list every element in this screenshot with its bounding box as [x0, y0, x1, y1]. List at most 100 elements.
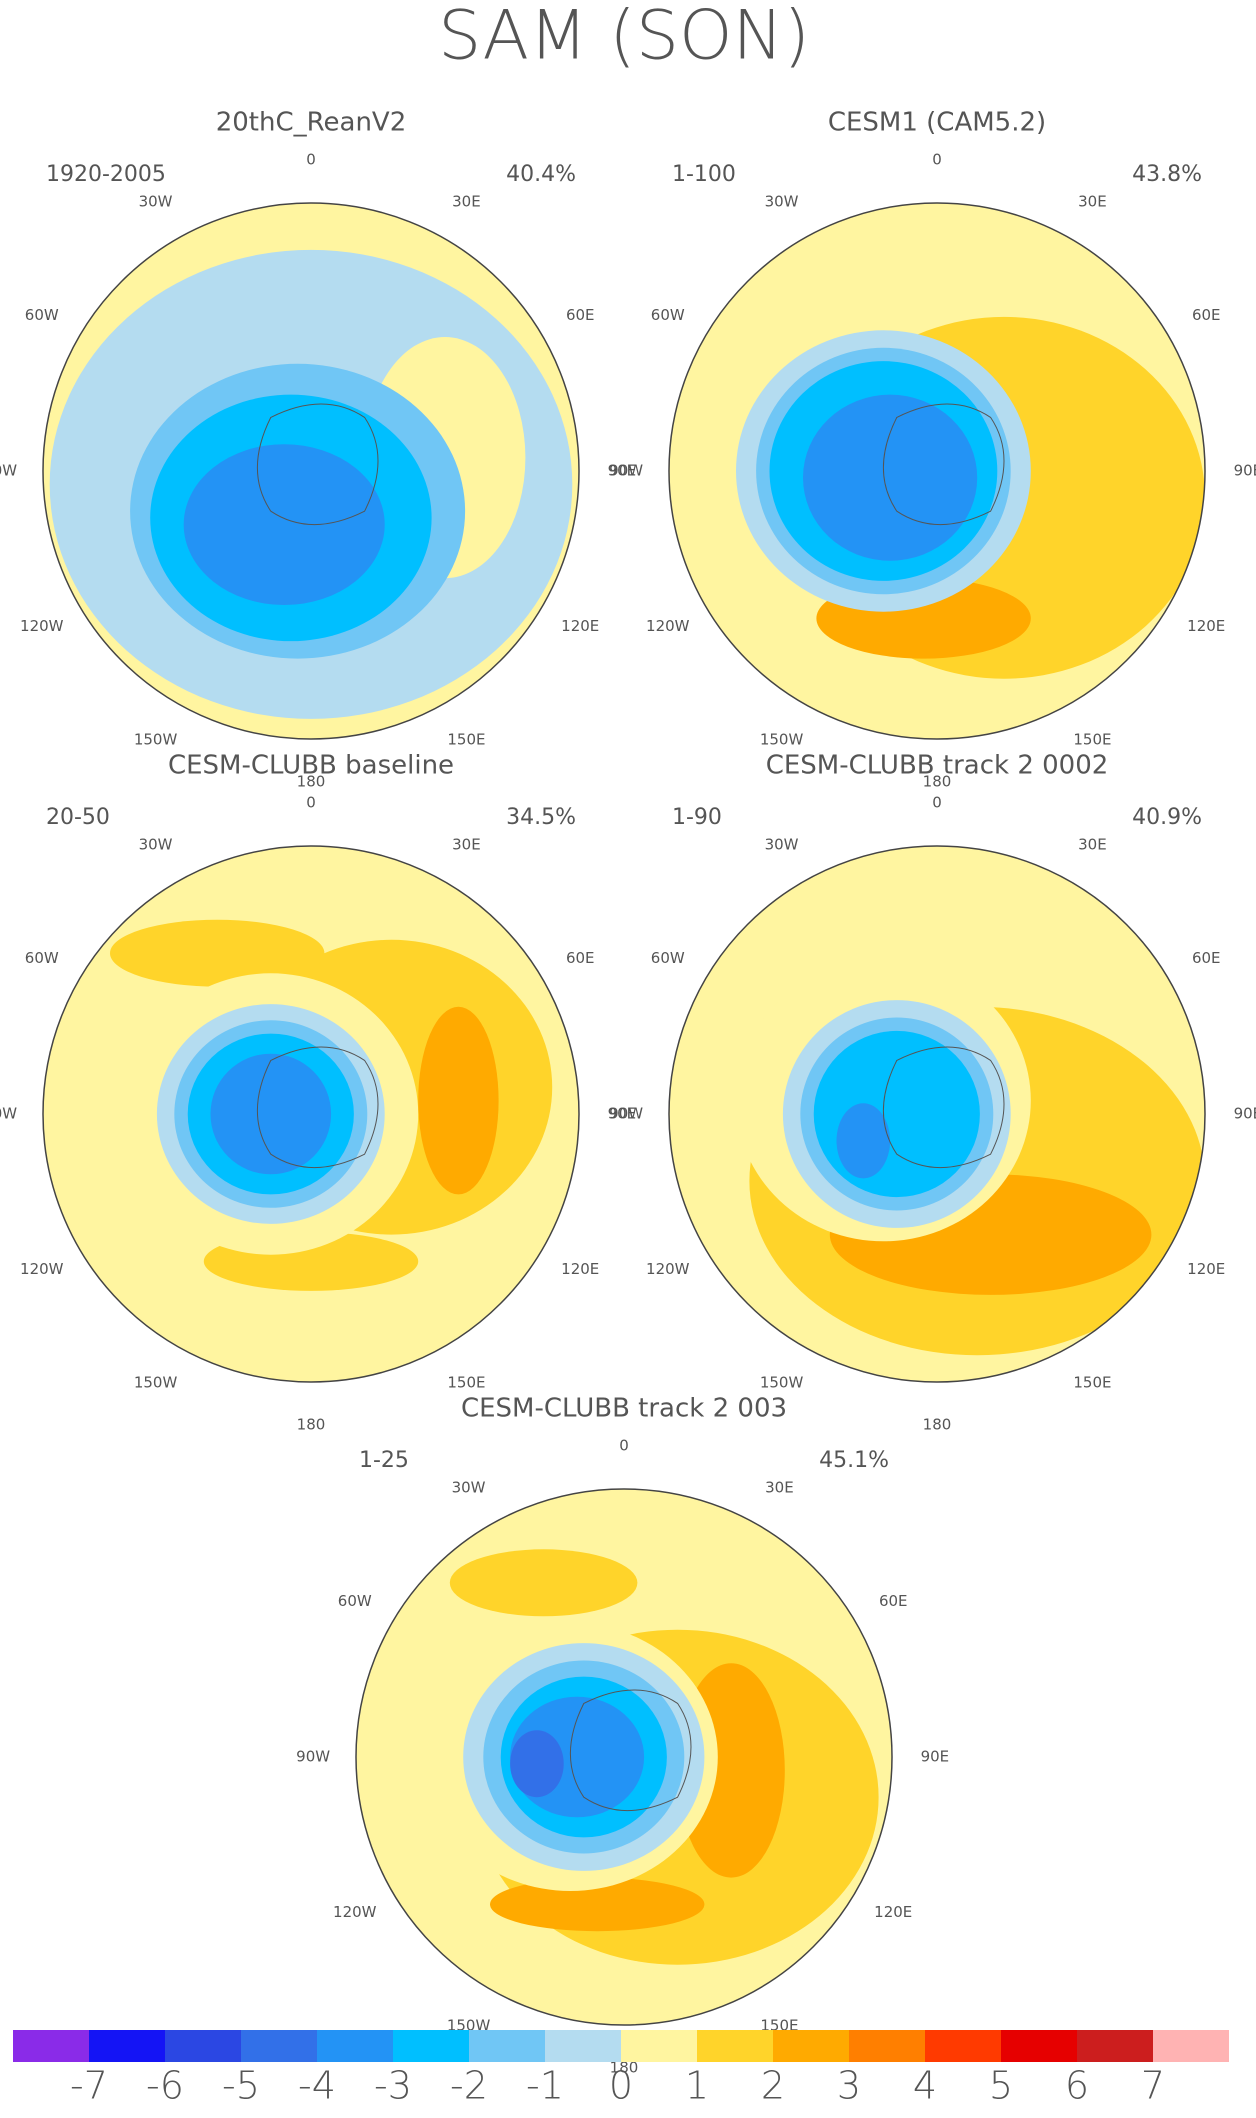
longitude-label: 120W [20, 617, 64, 635]
longitude-label: 120E [874, 1903, 912, 1921]
contour-region [510, 1730, 564, 1798]
contour-region [836, 1103, 891, 1179]
colorbar-label: -7 [70, 2064, 108, 2108]
longitude-label: 90E [1234, 1105, 1256, 1123]
colorbar-box [545, 2030, 621, 2062]
colorbar-box [925, 2030, 1001, 2062]
contour-region [449, 1549, 638, 1617]
longitude-label: 60W [25, 306, 59, 324]
longitude-label: 150W [134, 731, 178, 749]
longitude-label: 120E [1187, 1260, 1225, 1278]
longitude-label: 60E [566, 306, 595, 324]
colorbar-label: 4 [913, 2064, 937, 2108]
longitude-label: 150W [760, 731, 804, 749]
map-border [668, 202, 1206, 740]
longitude-label: 60W [25, 949, 59, 967]
longitude-label: 90W [296, 1748, 330, 1766]
panel-period: 1-25 [359, 1448, 409, 1473]
colorbar-box [241, 2030, 317, 2062]
colorbar-box [849, 2030, 925, 2062]
longitude-label: 0 [306, 794, 316, 812]
panel-variance: 40.9% [1132, 805, 1202, 830]
panel-title: 20thC_ReanV2 [216, 108, 407, 138]
colorbar-box [773, 2030, 849, 2062]
longitude-label: 90E [1234, 462, 1256, 480]
longitude-label: 0 [619, 1437, 629, 1455]
panel-period: 1920-2005 [46, 162, 166, 187]
antarctica-outline [257, 403, 379, 525]
longitude-label: 0 [306, 151, 316, 169]
contour-region [803, 394, 978, 561]
map-field [43, 203, 579, 739]
colorbar-box [165, 2030, 241, 2062]
longitude-label: 180 [297, 1415, 326, 1433]
colorbar-label: -2 [450, 2064, 488, 2108]
longitude-label: 120W [20, 1260, 64, 1278]
longitude-label: 120W [646, 617, 690, 635]
colorbar-label: -6 [146, 2064, 184, 2108]
colorbar-box [393, 2030, 469, 2062]
contour-region [210, 1053, 332, 1175]
longitude-label: 60W [651, 306, 685, 324]
longitude-label: 150W [134, 1374, 178, 1392]
antarctica-outline [883, 1046, 1005, 1168]
longitude-label: 30W [139, 835, 173, 853]
colorbar-box [697, 2030, 773, 2062]
map-border [42, 845, 580, 1383]
panel-period: 20-50 [46, 805, 110, 830]
colorbar-label: 1 [685, 2064, 709, 2108]
longitude-label: 60E [1192, 949, 1221, 967]
longitude-label: 180 [297, 772, 326, 790]
map-field [669, 203, 1205, 739]
longitude-label: 90W [0, 1105, 17, 1123]
longitude-label: 90E [921, 1748, 950, 1766]
longitude-label: 30E [1078, 192, 1107, 210]
longitude-label: 120E [561, 1260, 599, 1278]
longitude-label: 30W [139, 192, 173, 210]
panel-title: CESM-CLUBB track 2 003 [461, 1394, 787, 1424]
longitude-label: 30W [765, 192, 799, 210]
longitude-label: 180 [923, 1415, 952, 1433]
colorbar-box [621, 2030, 697, 2062]
antarctica-outline [257, 1046, 379, 1168]
map-field [356, 1489, 892, 2025]
panel-title: CESM-CLUBB track 2 0002 [766, 751, 1109, 781]
colorbar-box [317, 2030, 393, 2062]
colorbar-label: -4 [298, 2064, 336, 2108]
map-field [669, 846, 1205, 1382]
map-field [43, 846, 579, 1382]
panel-variance: 43.8% [1132, 162, 1202, 187]
colorbar-label: 2 [761, 2064, 785, 2108]
longitude-label: 90W [0, 462, 17, 480]
longitude-label: 30E [765, 1478, 794, 1496]
longitude-label: 90W [609, 1105, 643, 1123]
panel-variance: 40.4% [506, 162, 576, 187]
panel-period: 1-90 [672, 805, 722, 830]
longitude-label: 180 [923, 772, 952, 790]
map-border [42, 202, 580, 740]
figure-title: SAM (SON) [438, 0, 810, 76]
colorbar-box [1077, 2030, 1153, 2062]
map-border [668, 845, 1206, 1383]
longitude-label: 30E [1078, 835, 1107, 853]
longitude-label: 30W [765, 835, 799, 853]
colorbar-box [89, 2030, 165, 2062]
longitude-label: 60E [1192, 306, 1221, 324]
contour-region [813, 1030, 980, 1198]
longitude-label: 180 [610, 2058, 639, 2076]
longitude-label: 120W [646, 1260, 690, 1278]
panel-title: CESM1 (CAM5.2) [828, 108, 1046, 138]
colorbar-label: 5 [989, 2064, 1013, 2108]
longitude-label: 120W [333, 1903, 377, 1921]
panel-variance: 45.1% [819, 1448, 889, 1473]
panel-title: CESM-CLUBB baseline [168, 751, 454, 781]
colorbar-label: 0 [609, 2064, 633, 2108]
map-border [355, 1488, 893, 2026]
longitude-label: 120E [561, 617, 599, 635]
colorbar-box [1153, 2030, 1229, 2062]
longitude-label: 60W [651, 949, 685, 967]
longitude-label: 90E [608, 1105, 637, 1123]
longitude-label: 150W [760, 1374, 804, 1392]
contour-region [418, 1006, 499, 1195]
panel-variance: 34.5% [506, 805, 576, 830]
